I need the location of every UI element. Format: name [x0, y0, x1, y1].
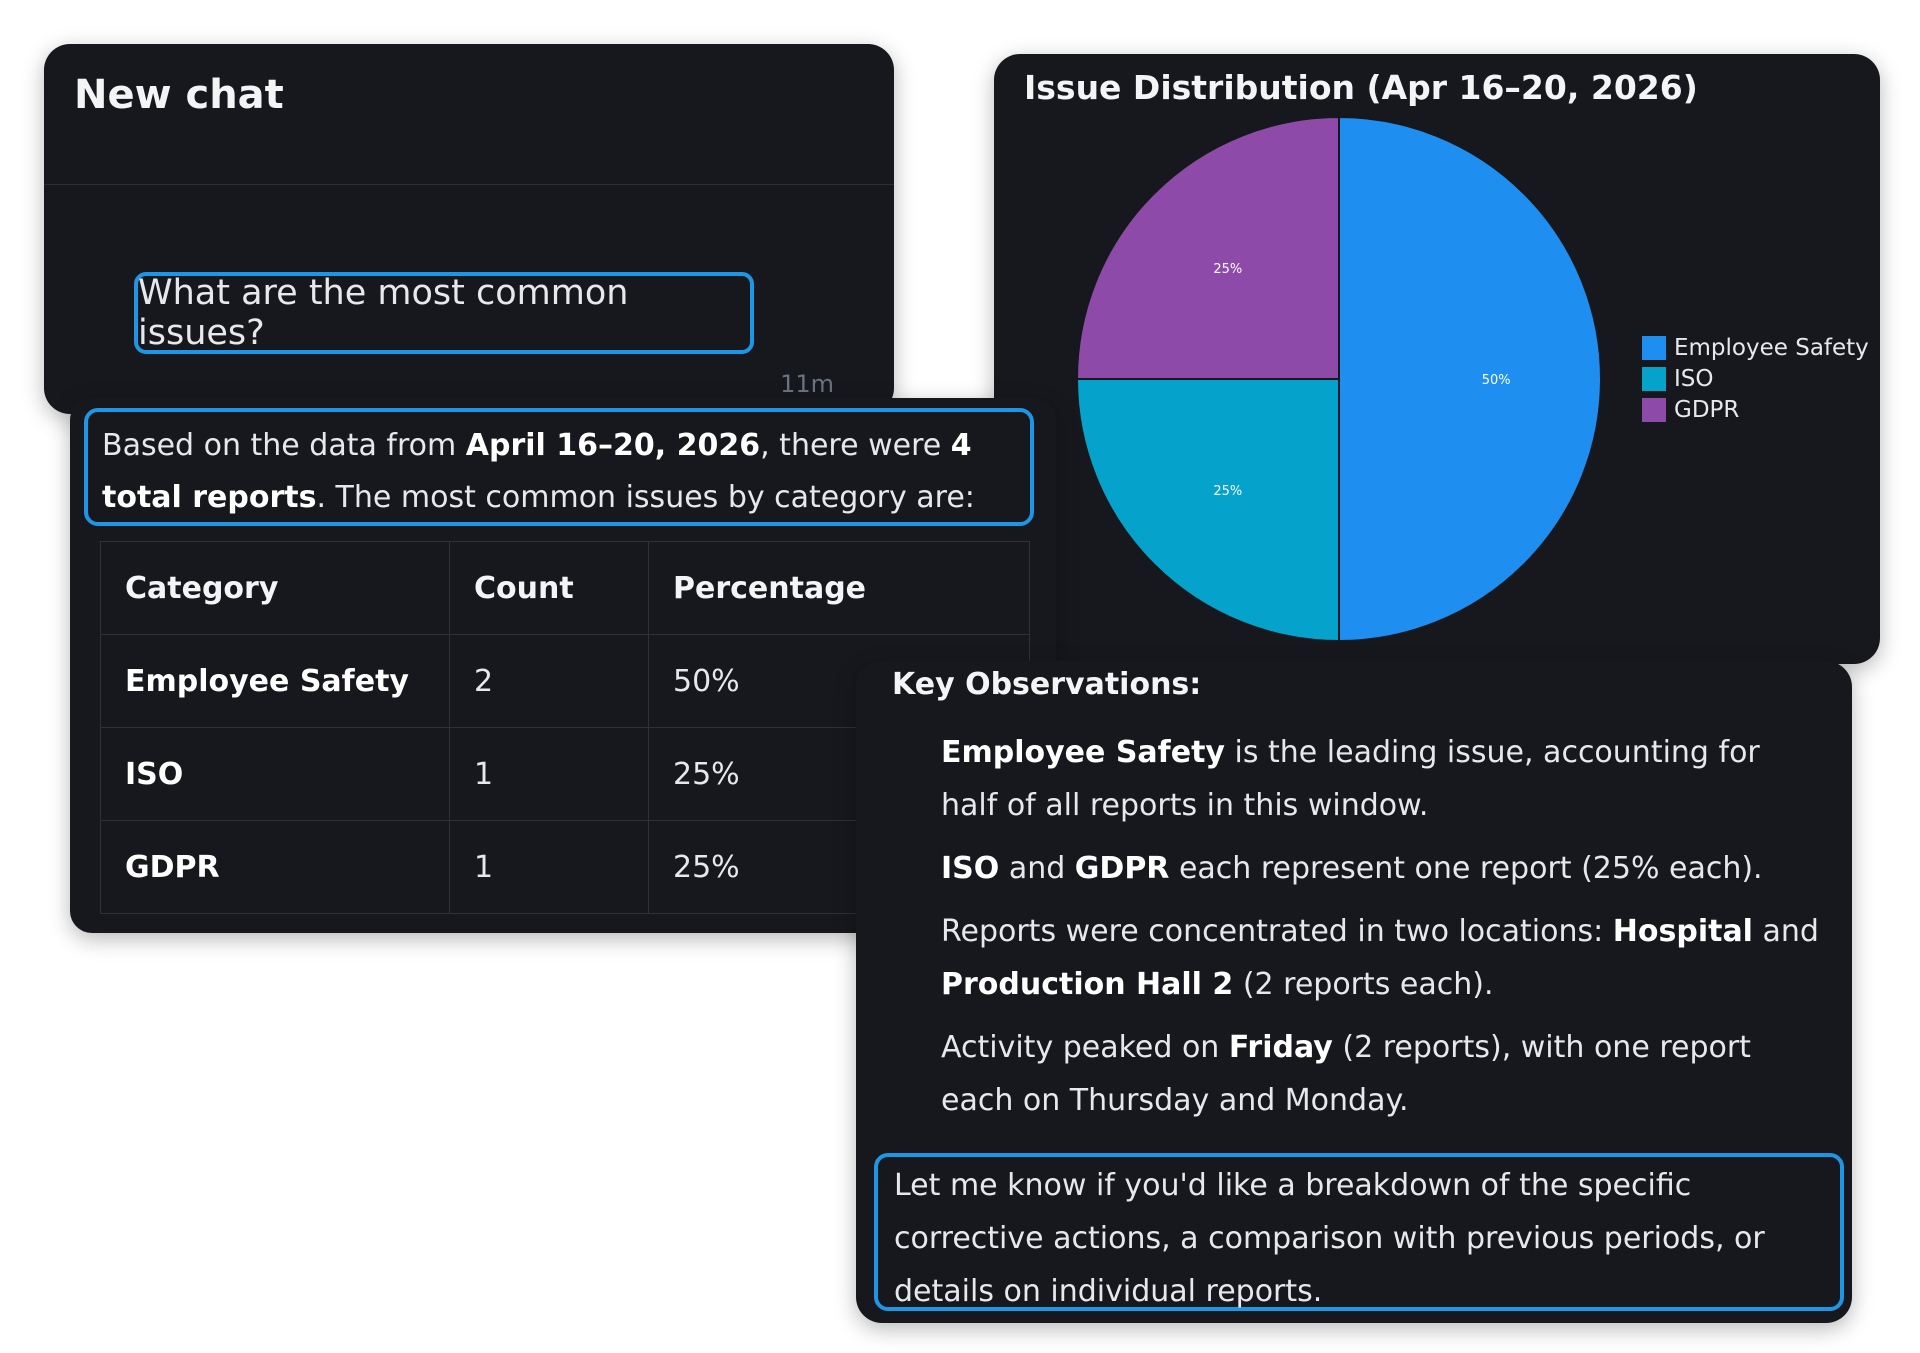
- intro-mid: , there were: [760, 428, 951, 463]
- cell-count: 1: [449, 727, 649, 821]
- observations-title: Key Observations:: [892, 667, 1202, 702]
- legend-item-gdpr: GDPR: [1642, 394, 1869, 425]
- legend-item-employee-safety: Employee Safety: [1642, 332, 1869, 363]
- chat-divider: [44, 184, 894, 185]
- chart-legend: Employee Safety ISO GDPR: [1642, 332, 1869, 425]
- header-category: Category: [100, 541, 450, 635]
- obs-text: Reports were concentrated in two locatio…: [941, 914, 1613, 949]
- table-header-row: Category Count Percentage: [100, 541, 1030, 635]
- observations-panel: Key Observations: Employee Safety is the…: [856, 661, 1852, 1323]
- cell-category: GDPR: [100, 820, 450, 914]
- answer-intro-box: Based on the data from April 16–20, 2026…: [84, 408, 1034, 526]
- chart-panel: Issue Distribution (Apr 16–20, 2026) 50%…: [994, 54, 1880, 664]
- intro-suffix: . The most common issues by category are…: [316, 480, 975, 515]
- pie-chart: 50% 25% 25%: [1075, 115, 1602, 643]
- pie-slice-iso: [1075, 378, 1340, 643]
- obs-bold: ISO: [941, 851, 1000, 886]
- legend-label: ISO: [1674, 365, 1714, 392]
- obs-bold: Production Hall 2: [941, 967, 1234, 1002]
- obs-text: Activity peaked on: [941, 1030, 1229, 1065]
- legend-label: Employee Safety: [1674, 334, 1869, 361]
- legend-swatch: [1642, 366, 1666, 391]
- intro-date: April 16–20, 2026: [465, 428, 761, 463]
- followup-message-box: Let me know if you'd like a breakdown of…: [874, 1153, 1844, 1311]
- observation-item: Reports were concentrated in two locatio…: [941, 905, 1821, 1011]
- obs-text: and: [999, 851, 1075, 886]
- legend-label: GDPR: [1674, 396, 1740, 423]
- intro-count: 4 total reports: [102, 428, 972, 515]
- table-row: Employee Safety 2 50%: [100, 634, 1030, 728]
- header-count: Count: [449, 541, 649, 635]
- cell-category: Employee Safety: [100, 634, 450, 728]
- obs-bold: Friday: [1228, 1030, 1333, 1065]
- header-percentage: Percentage: [648, 541, 1030, 635]
- cell-category: ISO: [100, 727, 450, 821]
- observation-item: ISO and GDPR each represent one report (…: [941, 842, 1821, 895]
- user-message-bubble[interactable]: What are the most common issues?: [134, 272, 754, 354]
- obs-bold: GDPR: [1074, 851, 1170, 886]
- pie-label-employee-safety: 50%: [1482, 373, 1511, 388]
- obs-bold: Hospital: [1612, 914, 1753, 949]
- cell-count: 2: [449, 634, 649, 728]
- chat-panel: New chat What are the most common issues…: [44, 44, 894, 414]
- obs-text: each represent one report (25% each).: [1169, 851, 1763, 886]
- obs-bold: Employee Safety: [941, 735, 1225, 770]
- message-timestamp: 11m: [780, 370, 834, 398]
- obs-text: and: [1752, 914, 1819, 949]
- chat-title: New chat: [74, 72, 284, 118]
- pie-label-gdpr: 25%: [1213, 262, 1242, 277]
- cell-count: 1: [449, 820, 649, 914]
- obs-text: (2 reports), with one report each on Thu…: [941, 1030, 1751, 1118]
- obs-text: is the leading issue, accounting for hal…: [941, 735, 1760, 823]
- pie-label-iso: 25%: [1213, 484, 1242, 499]
- legend-item-iso: ISO: [1642, 363, 1869, 394]
- chart-title: Issue Distribution (Apr 16–20, 2026): [1024, 68, 1698, 107]
- observation-item: Activity peaked on Friday (2 reports), w…: [941, 1021, 1821, 1127]
- observations-list: Employee Safety is the leading issue, ac…: [941, 726, 1821, 1137]
- obs-text: (2 reports each).: [1233, 967, 1494, 1002]
- pie-slice-gdpr: [1075, 115, 1340, 380]
- results-table: Category Count Percentage Employee Safet…: [100, 541, 1030, 914]
- observation-item: Employee Safety is the leading issue, ac…: [941, 726, 1821, 832]
- legend-swatch: [1642, 335, 1666, 360]
- pie-slice-employee-safety: [1338, 115, 1602, 643]
- legend-swatch: [1642, 397, 1666, 422]
- intro-prefix: Based on the data from: [102, 428, 466, 463]
